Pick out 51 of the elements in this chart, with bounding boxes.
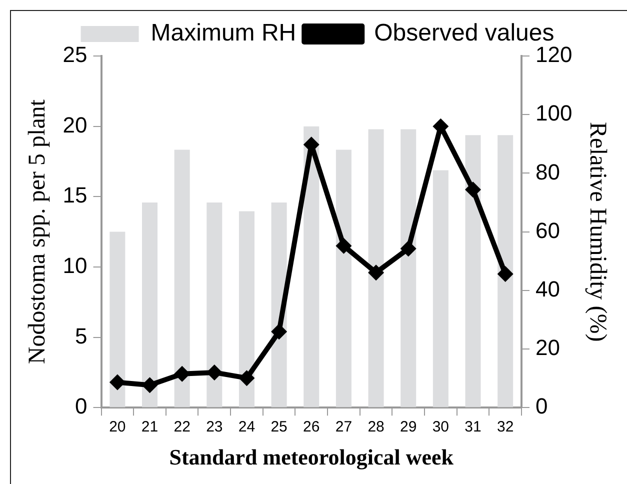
x-tick-label: 23 (206, 418, 223, 436)
x-axis-title: Standard meteorological week (169, 444, 454, 470)
point (432, 118, 449, 134)
point (400, 240, 416, 257)
point (368, 264, 384, 281)
x-tick-label: 25 (270, 418, 288, 436)
x-tick-label: 29 (400, 418, 417, 436)
y2-tick-label: 80 (535, 159, 560, 184)
point (465, 182, 482, 198)
bar (142, 202, 158, 408)
y2-tick-label: 100 (535, 100, 572, 126)
x-tick-label: 28 (368, 418, 384, 436)
bar (400, 129, 416, 408)
bar (110, 232, 126, 408)
bar (304, 126, 320, 408)
y-tick-label: 5 (75, 323, 88, 348)
bar (368, 129, 384, 408)
x-tick-label: 30 (432, 418, 450, 436)
y2-tick-label: 20 (535, 335, 560, 360)
x-tick-label: 31 (464, 418, 482, 436)
point (336, 238, 352, 254)
bar (174, 150, 190, 408)
bar (498, 135, 514, 408)
x-tick-label: 22 (174, 418, 190, 436)
x-tick-label: 27 (335, 418, 352, 436)
y-tick-label: 20 (62, 112, 88, 138)
x-tick-label: 21 (141, 418, 158, 436)
point (142, 377, 158, 394)
y2-axis-title: Relative Humidity (%) (584, 122, 610, 342)
bar (465, 135, 481, 408)
x-tick-label: 26 (303, 418, 320, 436)
point (271, 324, 288, 340)
x-tick-label: 20 (109, 418, 126, 436)
point (238, 370, 255, 386)
bar (238, 211, 254, 408)
bar (432, 170, 448, 408)
y2-tick-label: 60 (535, 218, 560, 243)
y-tick-label: 10 (62, 253, 88, 278)
y-tick-label: 15 (62, 182, 88, 208)
y-axis-title: Nodostoma spp. per 5 plant (24, 99, 51, 364)
x-tick-label: 24 (238, 418, 256, 436)
bar (336, 150, 352, 408)
x-tick-label: 32 (496, 418, 514, 436)
point (497, 266, 514, 282)
y-tick-label: 0 (75, 394, 88, 419)
legend-label: Maximum RH (150, 20, 296, 47)
y-tick-label: 25 (62, 42, 88, 68)
y2-tick-label: 0 (535, 394, 548, 419)
bar (206, 202, 222, 408)
y2-tick-label: 40 (535, 276, 560, 302)
point (109, 374, 126, 390)
